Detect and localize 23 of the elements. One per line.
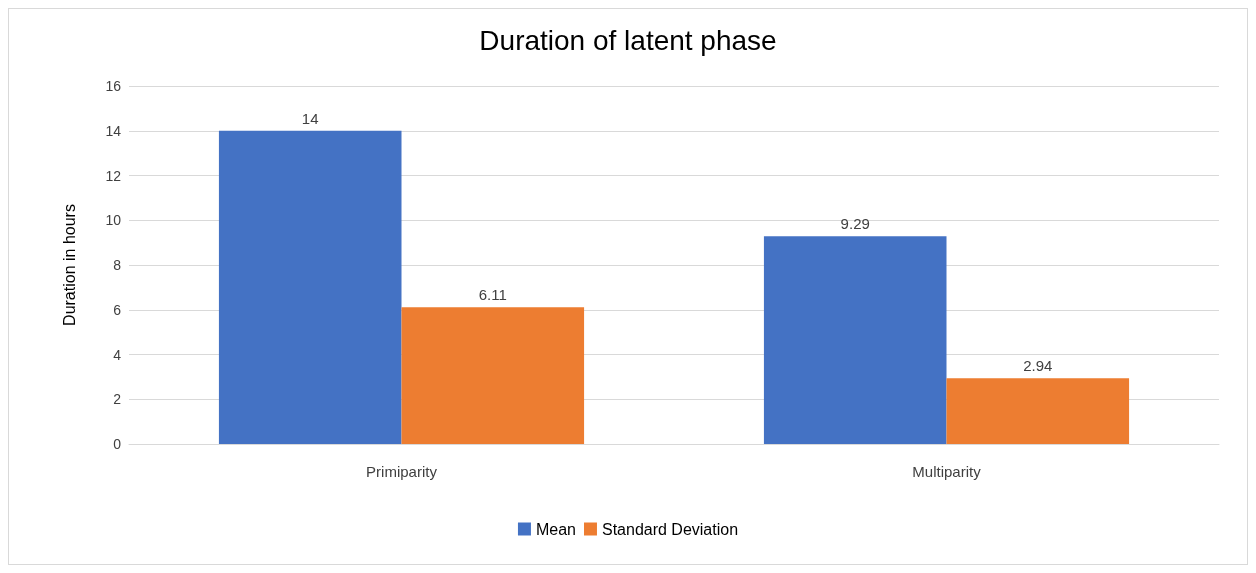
bar bbox=[401, 307, 585, 444]
y-tick-label: 0 bbox=[113, 436, 122, 452]
y-tick-label: 16 bbox=[105, 78, 122, 94]
y-axis-title: Duration in hours bbox=[60, 204, 78, 326]
legend-label: Mean bbox=[535, 520, 576, 538]
bar bbox=[218, 130, 402, 444]
legend-label: Standard Deviation bbox=[601, 520, 739, 538]
data-label: 2.94 bbox=[1023, 357, 1053, 375]
data-label: 14 bbox=[301, 109, 319, 127]
x-tick-label: Primiparity bbox=[366, 463, 438, 480]
y-tick-label: 2 bbox=[113, 391, 122, 408]
data-label: 9.29 bbox=[840, 215, 870, 233]
bar bbox=[763, 236, 947, 444]
y-tick-label: 8 bbox=[113, 257, 122, 273]
y-tick-label: 12 bbox=[105, 167, 122, 184]
y-tick-label: 4 bbox=[113, 346, 122, 363]
y-tick-label: 10 bbox=[105, 212, 122, 229]
y-tick-label: 14 bbox=[105, 122, 122, 139]
x-tick-label: Multiparity bbox=[912, 463, 982, 480]
y-tick-label: 6 bbox=[113, 301, 122, 318]
chart-title: Duration of latent phase bbox=[479, 24, 777, 56]
data-label: 6.11 bbox=[478, 286, 507, 304]
bar bbox=[946, 378, 1130, 444]
